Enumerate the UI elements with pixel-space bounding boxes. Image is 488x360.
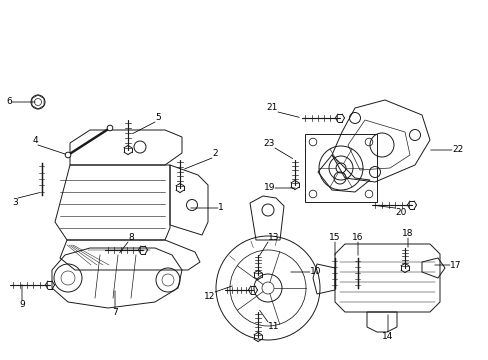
Text: 3: 3	[12, 198, 18, 207]
Text: 23: 23	[263, 139, 274, 148]
Circle shape	[107, 125, 113, 131]
Text: 13: 13	[267, 233, 279, 242]
Text: 12: 12	[203, 292, 215, 301]
Text: 9: 9	[19, 300, 25, 309]
Text: 22: 22	[451, 145, 462, 154]
Bar	[305, 134, 376, 202]
Text: 16: 16	[351, 233, 363, 242]
Text: 20: 20	[394, 208, 406, 217]
Text: 5: 5	[155, 113, 161, 122]
Text: 8: 8	[128, 233, 134, 242]
Text: 1: 1	[218, 203, 224, 212]
Text: 21: 21	[266, 103, 278, 112]
Text: 7: 7	[112, 308, 118, 317]
Text: 10: 10	[309, 267, 321, 276]
Text: 6: 6	[6, 98, 12, 107]
Text: 11: 11	[267, 322, 279, 331]
Text: 4: 4	[32, 136, 38, 145]
Text: 17: 17	[449, 261, 461, 270]
Text: 19: 19	[263, 184, 274, 193]
Circle shape	[65, 152, 71, 158]
Text: 18: 18	[402, 229, 413, 238]
Text: 14: 14	[382, 332, 393, 341]
Text: 15: 15	[328, 233, 340, 242]
Text: 2: 2	[212, 149, 217, 158]
